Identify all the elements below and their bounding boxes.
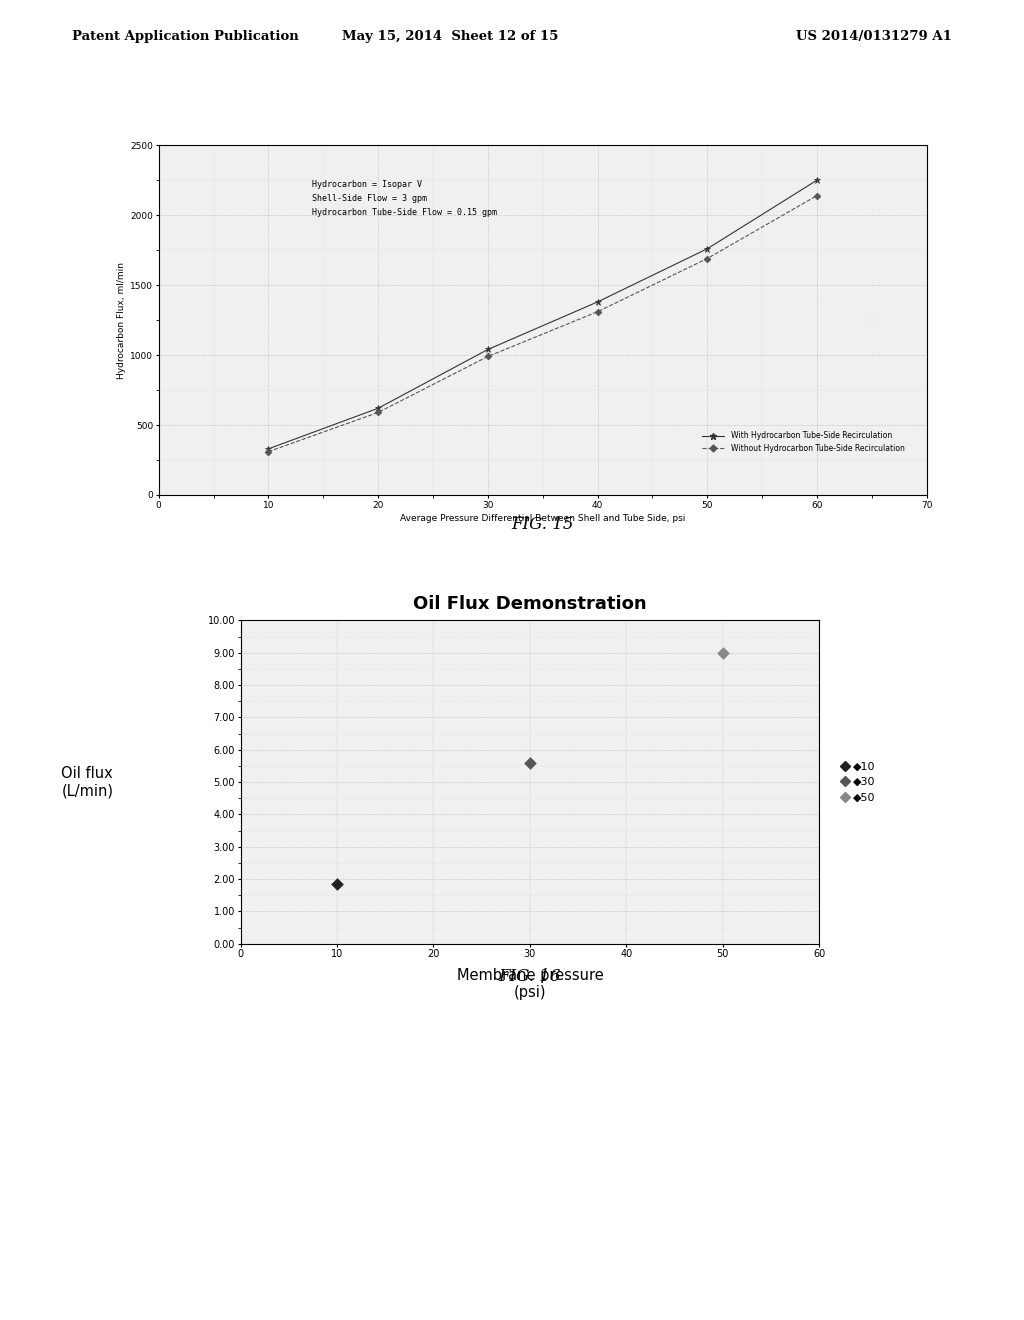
Legend: ◆10, ◆30, ◆50: ◆10, ◆30, ◆50 [837,758,880,807]
Text: FIG. 16: FIG. 16 [499,969,561,985]
Y-axis label: Hydrocarbon Flux, ml/min: Hydrocarbon Flux, ml/min [117,261,126,379]
Text: Patent Application Publication: Patent Application Publication [72,30,298,42]
Text: US 2014/0131279 A1: US 2014/0131279 A1 [797,30,952,42]
X-axis label: Membrane pressure
(psi): Membrane pressure (psi) [457,968,603,1001]
Text: FIG. 15: FIG. 15 [511,516,574,533]
Legend: With Hydrocarbon Tube-Side Recirculation, Without Hydrocarbon Tube-Side Recircul: With Hydrocarbon Tube-Side Recirculation… [698,428,907,457]
Y-axis label: Oil flux
(L/min): Oil flux (L/min) [61,766,114,799]
Point [329,874,345,895]
Point [521,752,539,774]
Point [715,643,731,664]
Title: Oil Flux Demonstration: Oil Flux Demonstration [413,595,647,614]
Text: May 15, 2014  Sheet 12 of 15: May 15, 2014 Sheet 12 of 15 [342,30,559,42]
Text: Hydrocarbon = Isopar V
Shell-Side Flow = 3 gpm
Hydrocarbon Tube-Side Flow = 0.15: Hydrocarbon = Isopar V Shell-Side Flow =… [312,181,498,216]
X-axis label: Average Pressure Differential Between Shell and Tube Side, psi: Average Pressure Differential Between Sh… [400,513,685,523]
